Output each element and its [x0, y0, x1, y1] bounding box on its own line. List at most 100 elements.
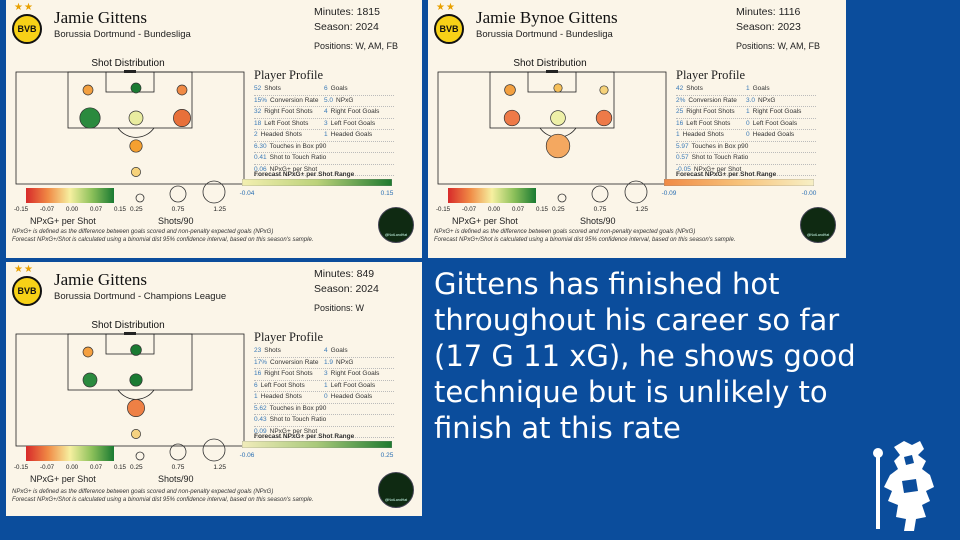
club-competition: Borussia Dortmund - Bundesliga [476, 29, 613, 40]
shot-zone-marker [131, 429, 141, 439]
shots-size-marker [591, 185, 609, 203]
stats-row: 52 Shots 6 Goals [254, 84, 394, 96]
penalty-arc [117, 127, 155, 138]
club-competition: Borussia Dortmund - Bundesliga [54, 29, 191, 40]
player-stats-table: 23 Shots 4 Goals 17% Conversion Rate 1.9 NPxG 16… [254, 346, 394, 438]
forecast-range-high: 0.25 [380, 452, 394, 459]
stat-cell: 0.09 NPxG+ per Shot [254, 427, 318, 435]
shots-legend-ticks: 0.25 0.75 1.25 [552, 206, 648, 213]
npxg-gradient [26, 446, 114, 461]
stat-cell: 32 Right Foot Shots [254, 108, 313, 115]
author-badge-text: @NotLandHat [384, 498, 408, 502]
stat-cell: 23 Shots [254, 347, 281, 354]
shot-zone-marker [599, 85, 609, 95]
six-yard-box [527, 71, 577, 93]
player-meta: Minutes: 849 Season: 2024 Positions: W [314, 267, 379, 316]
forecast-range-low: -0.09 [661, 190, 677, 197]
stats-row: 1 Headed Shots 0 Headed Goals [676, 130, 816, 142]
forecast-range-title: Forecast NPxG+ per Shot Range [254, 171, 355, 178]
shot-zone-marker [82, 84, 94, 96]
author-badge-text: @NotLandHat [384, 233, 408, 237]
stat-cell: 5.0 NPxG [324, 96, 354, 104]
goal [546, 70, 558, 73]
stat-cell: 6 Left Foot Shots [254, 381, 305, 389]
npxg-tick: -0.07 [40, 206, 55, 213]
npxg-legend-ticks: -0.15 -0.07 0.00 0.07 0.15 [436, 206, 548, 213]
npxg-tick: -0.15 [436, 206, 451, 213]
npxg-tick: 0.00 [488, 206, 501, 213]
club-logo: BVB [434, 14, 464, 44]
note-forecast: Forecast NPxG+/Shot is calculated using … [434, 237, 736, 243]
player-profile-title: Player Profile [254, 330, 324, 344]
note-npxg: NPxG+ is defined as the difference betwe… [12, 229, 274, 235]
shot-zone-marker [127, 399, 145, 417]
stats-row: 0.41 Shot to Touch Ratio [254, 153, 394, 165]
stats-row: 2% Conversion Rate 3.0 NPxG [676, 96, 816, 107]
goal [124, 70, 136, 73]
club-competition: Borussia Dortmund - Champions League [54, 291, 227, 302]
shots-legend-ticks: 0.25 0.75 1.25 [130, 206, 226, 213]
forecast-range-bar [664, 179, 814, 186]
stat-cell: 5.97 Touches in Box p90 [676, 142, 749, 150]
npxg-tick: 0.15 [113, 464, 126, 471]
forecast-range-title: Forecast NPxG+ per Shot Range [676, 171, 777, 178]
shots-tick: 0.25 [552, 206, 565, 213]
minutes: Minutes: 1815 [314, 6, 380, 18]
champion-stars-icon: ★★ [14, 264, 34, 275]
npxg-legend-ticks: -0.15 -0.07 0.00 0.07 0.15 [14, 464, 126, 471]
stat-cell: 0.41 Shot to Touch Ratio [254, 154, 327, 161]
shot-zone-marker [129, 373, 143, 387]
stat-cell: -0.05 NPxG+ per Shot [676, 165, 742, 173]
shots-size-marker [169, 443, 187, 461]
minutes: Minutes: 849 [314, 268, 375, 280]
stats-row: 25 Right Foot Shots 1 Right Foot Goals [676, 107, 816, 119]
stats-row: 6 Left Foot Shots 1 Left Foot Goals [254, 381, 394, 392]
minutes: Minutes: 1116 [736, 6, 801, 18]
stat-cell: 5.62 Touches in Box p90 [254, 404, 327, 412]
shot-pitch [15, 332, 245, 447]
shots-legend-ticks: 0.25 0.75 1.25 [130, 464, 226, 471]
shot-zone-marker [128, 110, 144, 126]
penalty-arc [117, 389, 155, 400]
player-card-champions-league-2024: ★★ BVB Jamie Gittens Borussia Dortmund -… [6, 262, 422, 516]
shot-zone-marker [129, 139, 143, 153]
shots-size-marker [202, 180, 226, 204]
stat-cell: 6 Goals [324, 85, 348, 92]
stats-row: 1 Headed Shots 0 Headed Goals [254, 392, 394, 404]
champion-stars-icon: ★★ [436, 2, 456, 13]
stats-row: 15% Conversion Rate 5.0 NPxG [254, 96, 394, 107]
forecast-gradient [242, 441, 392, 448]
stat-cell: 6.30 Touches in Box p90 [254, 142, 327, 150]
npxg-legend-label: NPxG+ per Shot [452, 216, 518, 226]
shots-size-marker [135, 451, 145, 461]
npxg-tick: 0.15 [535, 206, 548, 213]
shot-zone-marker [553, 83, 563, 93]
shots-size-marker [169, 185, 187, 203]
npxg-tick: 0.07 [511, 206, 525, 213]
forecast-range-bar [242, 441, 392, 448]
season: Season: 2024 [314, 21, 379, 33]
npxg-tick: -0.07 [40, 464, 55, 471]
player-stats-table: 42 Shots 1 Goals 2% Conversion Rate 3.0 NPxG 25 R… [676, 84, 816, 176]
shot-distribution-title: Shot Distribution [91, 320, 165, 331]
stat-cell: 1 Headed Shots [254, 393, 302, 400]
stat-cell: 18 Left Foot Shots [254, 119, 309, 127]
forecast-range-bar [242, 179, 392, 186]
npxg-color-legend [448, 188, 536, 203]
stat-cell: 1.9 NPxG [324, 358, 354, 366]
stat-cell: 3 Left Foot Goals [324, 119, 376, 127]
stats-row: 16 Right Foot Shots 3 Right Foot Goals [254, 369, 394, 381]
stats-row: 0.06 NPxG+ per Shot [254, 165, 394, 176]
shots-tick: 0.75 [171, 464, 185, 471]
player-name: Jamie Bynoe Gittens [476, 8, 618, 27]
stats-row: 6.30 Touches in Box p90 [254, 142, 394, 153]
stat-cell: 52 Shots [254, 85, 281, 92]
shots-tick: 0.25 [130, 206, 143, 213]
stat-cell: 17% Conversion Rate [254, 358, 319, 366]
stats-row: 18 Left Foot Shots 3 Left Foot Goals [254, 119, 394, 130]
shots-tick: 1.25 [213, 206, 226, 213]
champion-stars-icon: ★★ [14, 2, 34, 13]
stat-cell: 25 Right Foot Shots [676, 108, 735, 115]
stat-cell: 42 Shots [676, 85, 703, 92]
stats-row: -0.05 NPxG+ per Shot [676, 165, 816, 176]
